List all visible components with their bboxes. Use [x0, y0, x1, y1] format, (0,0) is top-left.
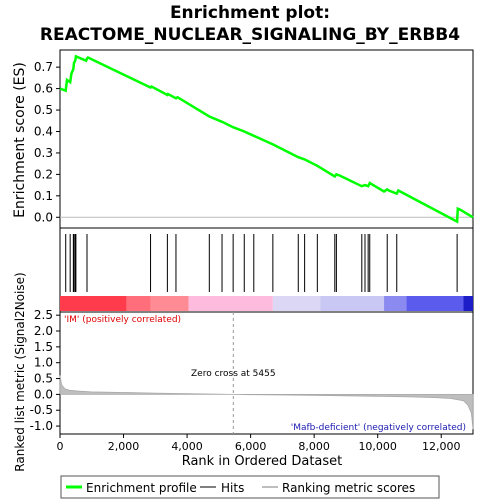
es-panel-frame: [59, 49, 474, 229]
es-y-axis-label: Enrichment score (ES): [12, 62, 28, 218]
legend-box: [60, 475, 440, 499]
es-y-tick-label: 0.6: [34, 82, 53, 96]
metric-y-tick-label: -0.5: [30, 403, 53, 417]
legend-label-ranking-metric: Ranking metric scores: [282, 481, 415, 495]
x-tick-label: 0: [57, 440, 64, 453]
color-bar-segment: [272, 296, 321, 311]
x-tick-label: 8,000: [298, 440, 330, 453]
x-tick-label: 10,000: [358, 440, 397, 453]
positive-correlation-label: 'IM' (positively correlated): [64, 315, 181, 325]
color-bar-segment: [463, 296, 473, 311]
metric-x-axis: 0 2,000 4,000 6,000 8,000 10,000 12,000: [57, 434, 461, 453]
ranking-metric-area: [59, 375, 474, 430]
ranking-metric-curve: [59, 375, 474, 430]
color-bar-segment: [60, 296, 127, 311]
color-bar-segment: [150, 296, 189, 311]
metric-y-tick-label: 2.0: [34, 324, 53, 338]
zero-cross-label: Zero cross at 5455: [191, 369, 276, 379]
x-tick-label: 4,000: [171, 440, 203, 453]
es-y-tick-label: 0.2: [34, 167, 53, 181]
metric-y-tick-label: 1.0: [34, 356, 53, 370]
x-tick-label: 6,000: [235, 440, 267, 453]
negative-correlation-label: 'Mafb-deficient' (negatively correlated): [291, 423, 466, 433]
es-y-tick-label: 0.1: [34, 189, 53, 203]
metric-y-tick-label: 2.5: [34, 308, 53, 322]
es-y-tick-label: 0.3: [34, 146, 53, 160]
es-y-tick-label: 0.4: [34, 124, 53, 138]
es-y-axis: 0.0 0.1 0.2 0.3 0.4 0.5 0.6 0.7: [34, 60, 60, 224]
color-bar-segment: [320, 296, 385, 311]
metric-y-tick-label: -1.0: [30, 419, 53, 433]
es-y-tick-label: 0.7: [34, 60, 53, 74]
color-bar-segment: [406, 296, 464, 311]
legend-label-enrichment-profile: Enrichment profile: [86, 481, 197, 495]
es-y-tick-label: 0.5: [34, 103, 53, 117]
chart-title-line2: REACTOME_NUCLEAR_SIGNALING_BY_ERBB4: [40, 25, 460, 45]
metric-y-tick-label: 1.5: [34, 340, 53, 354]
es-y-tick-label: 0.0: [34, 210, 53, 224]
color-bar-segment: [188, 296, 273, 311]
ranking-color-bar: [60, 296, 473, 311]
x-tick-label: 12,000: [422, 440, 461, 453]
chart-title-line1: Enrichment plot:: [170, 3, 330, 23]
metric-y-tick-label: 0.5: [34, 372, 53, 386]
x-tick-label: 2,000: [108, 440, 140, 453]
hit-markers: [65, 234, 458, 292]
metric-y-tick-label: 0.0: [34, 387, 53, 401]
color-bar-segment: [126, 296, 151, 311]
enrichment-profile-line: [59, 54, 474, 224]
metric-y-axis: -1.0 -0.5 0.00.5 1.0 1.5 2.0 2.5: [30, 308, 60, 433]
legend-label-hits: Hits: [221, 481, 244, 495]
metric-x-axis-label: Rank in Ordered Dataset: [182, 454, 343, 469]
color-bar-segment: [384, 296, 407, 311]
metric-y-axis-label: Ranked list metric (Signal2Noise): [13, 272, 27, 471]
metric-panel-frame: [59, 311, 474, 435]
